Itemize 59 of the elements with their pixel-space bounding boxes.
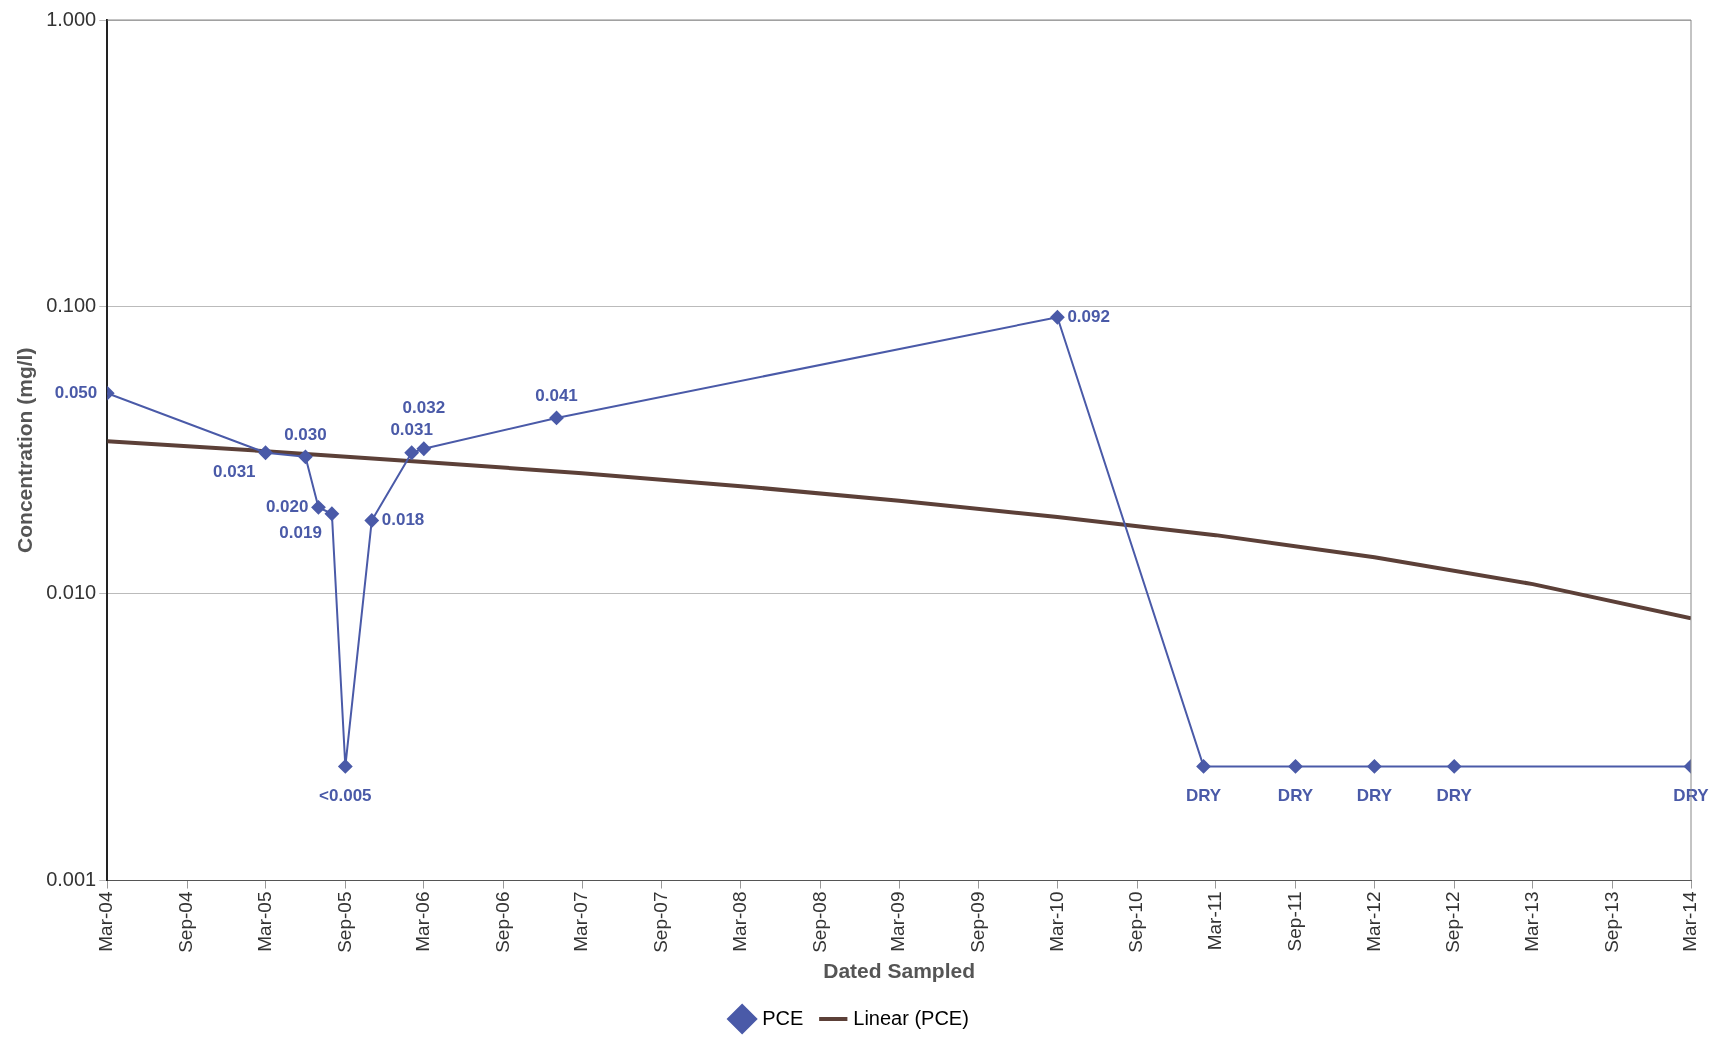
data-label: 0.018	[381, 510, 425, 530]
point	[1288, 759, 1303, 774]
x-tick-label: Mar-13	[1520, 891, 1542, 952]
x-axis-title: Dated Sampled	[823, 959, 975, 983]
point	[1196, 759, 1211, 774]
x-tick-label: Sep-06	[491, 891, 513, 953]
data-label: 0.050	[54, 382, 98, 402]
data-label: 0.031	[390, 420, 433, 440]
x-tick-label: Mar-11	[1203, 891, 1225, 951]
point	[1050, 310, 1065, 325]
x-tick-label: Sep-12	[1442, 891, 1464, 953]
x-tick-label: Sep-04	[175, 891, 197, 953]
point	[364, 513, 379, 528]
y-tick-label: 0.100	[46, 294, 97, 317]
data-label: 0.031	[213, 462, 256, 482]
data-label: 0.030	[284, 424, 327, 444]
y-axis-title: Concentration (mg/l)	[13, 347, 37, 553]
x-tick-label: Sep-09	[967, 891, 989, 953]
data-label: 0.020	[265, 497, 309, 517]
data-label: <0.005	[319, 786, 372, 806]
data-label: DRY	[1185, 786, 1222, 806]
data-label: DRY	[1436, 786, 1473, 806]
x-tick-label: Mar-07	[570, 891, 592, 952]
x-tick-label: Sep-11	[1283, 891, 1305, 952]
data-label: 0.032	[402, 398, 446, 418]
x-tick-label: Mar-10	[1045, 891, 1067, 952]
point	[404, 445, 419, 460]
x-tick-label: Sep-08	[808, 891, 830, 953]
x-tick-label: Mar-08	[729, 891, 751, 952]
legend-label: PCE	[762, 1006, 804, 1029]
data-label: 0.041	[535, 385, 578, 405]
point	[416, 441, 431, 456]
y-tick-label: 0.001	[46, 868, 97, 891]
x-tick-label: Sep-13	[1600, 891, 1622, 953]
point	[549, 410, 564, 425]
data-label: 0.019	[279, 523, 322, 543]
data-label: DRY	[1673, 786, 1710, 806]
y-tick-label: 1.000	[46, 7, 97, 30]
x-tick-label: Sep-10	[1125, 891, 1147, 953]
x-tick-label: Sep-05	[333, 891, 355, 953]
x-tick-label: Mar-05	[253, 891, 275, 952]
x-tick-label: Mar-14	[1679, 891, 1701, 952]
y-tick-label: 0.010	[46, 581, 97, 604]
point	[1447, 759, 1462, 774]
point	[1367, 759, 1382, 774]
x-tick-label: Mar-12	[1362, 891, 1384, 952]
data-label: 0.092	[1067, 306, 1110, 326]
legend-label: Linear (PCE)	[853, 1006, 969, 1029]
point	[258, 445, 273, 460]
data-label: DRY	[1356, 786, 1393, 806]
x-tick-label: Sep-07	[650, 891, 672, 953]
point	[298, 449, 313, 464]
point	[338, 759, 353, 774]
data-label: DRY	[1277, 786, 1314, 806]
point	[324, 506, 339, 521]
point	[311, 500, 326, 515]
x-tick-label: Mar-06	[412, 891, 434, 952]
x-tick-label: Mar-04	[95, 891, 117, 952]
x-tick-label: Mar-09	[887, 891, 909, 952]
